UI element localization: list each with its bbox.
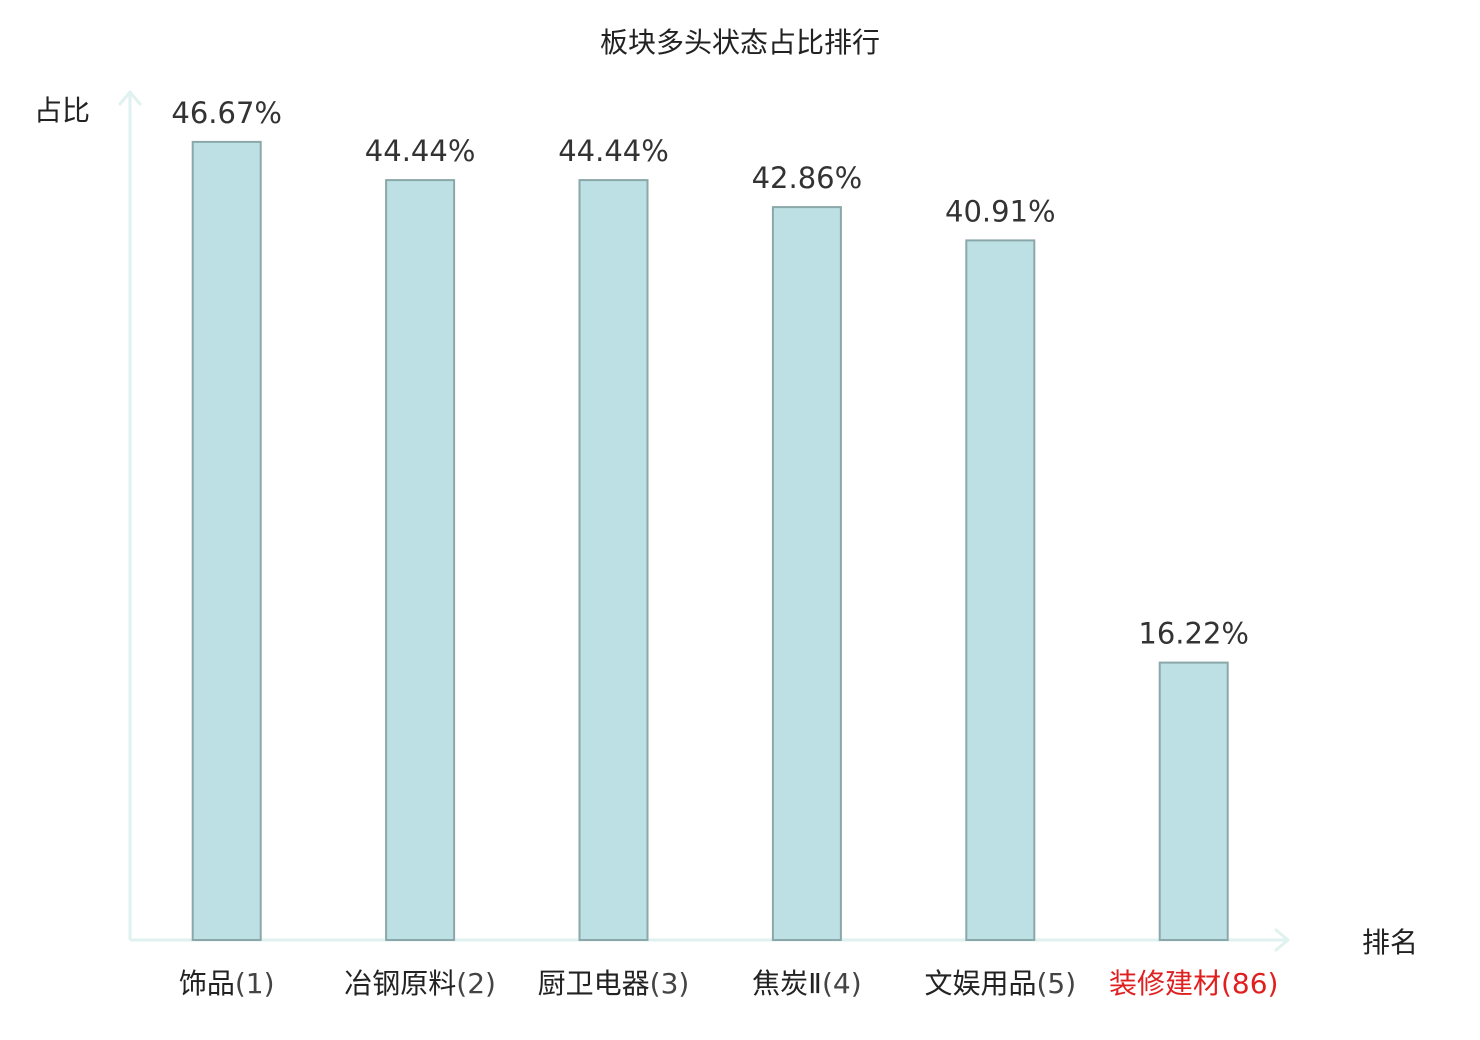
- x-axis-label: 排名: [1362, 926, 1418, 959]
- category-name: 文娱用品: [924, 967, 1036, 1000]
- category-name: 冶钢原料: [344, 967, 456, 1000]
- value-label: 42.86%: [752, 161, 863, 195]
- category-rank: (2): [456, 967, 496, 1000]
- y-axis-arrow-icon: [118, 90, 142, 106]
- bar: [965, 239, 1036, 941]
- category-labels: 饰品(1) 冶钢原料(2) 厨卫电器(3) 焦炭Ⅱ(4) 文娱用品(5) 装修建材(86): [179, 967, 1279, 1000]
- value-label: 46.67%: [171, 96, 282, 130]
- category-label: 冶钢原料(2): [344, 967, 496, 1000]
- bar: [191, 140, 262, 941]
- bar: [385, 179, 456, 942]
- category-rank: (3): [650, 967, 690, 1000]
- x-axis-arrow-icon: [1274, 928, 1290, 952]
- category-label: 厨卫电器(3): [538, 967, 690, 1000]
- category-label: 焦炭Ⅱ(4): [752, 967, 861, 1000]
- category-label: 饰品(1): [179, 967, 275, 1000]
- category-rank: (5): [1036, 967, 1076, 1000]
- bars: [191, 140, 1229, 942]
- category-label: 文娱用品(5): [924, 967, 1076, 1000]
- category-rank: (86): [1221, 967, 1278, 1000]
- bar: [1158, 661, 1229, 941]
- category-rank: (1): [235, 967, 275, 1000]
- value-label: 40.91%: [945, 194, 1056, 228]
- value-label: 16.22%: [1138, 617, 1249, 651]
- category-name: 焦炭Ⅱ: [752, 967, 822, 1000]
- value-labels: 46.67% 44.44% 44.44% 42.86% 40.91% 16.22%: [171, 96, 1249, 651]
- value-label: 44.44%: [558, 134, 669, 168]
- category-name: 装修建材: [1109, 967, 1221, 1000]
- axes: [118, 90, 1290, 952]
- category-name: 饰品: [179, 967, 235, 1000]
- chart-title: 板块多头状态占比排行: [600, 26, 880, 59]
- bar: [771, 206, 842, 942]
- value-label: 44.44%: [365, 134, 476, 168]
- category-name: 厨卫电器: [538, 967, 650, 1000]
- category-rank: (4): [822, 967, 862, 1000]
- y-axis-label: 占比: [34, 94, 90, 127]
- category-label: 装修建材(86): [1109, 967, 1279, 1000]
- bar: [578, 179, 649, 942]
